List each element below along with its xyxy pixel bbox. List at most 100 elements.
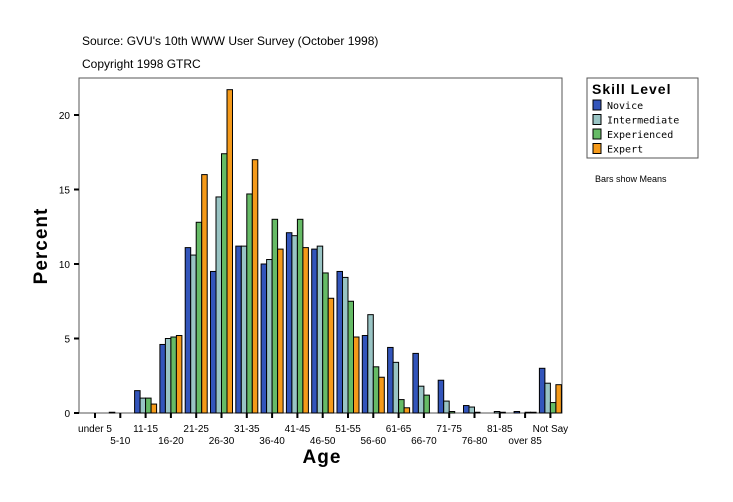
- bar-expert-Not-Say: [555, 384, 562, 414]
- x-tick-label: under 5: [78, 424, 112, 435]
- bar-expert-11-15: [150, 403, 158, 414]
- bar-expert-51-55: [353, 336, 360, 414]
- bar-novice-16-20: [159, 343, 166, 414]
- x-tick-label: 26-30: [209, 436, 235, 447]
- legend-swatch-novice: [592, 99, 602, 111]
- x-tick-label: 16-20: [158, 436, 184, 447]
- x-tick-label: over 85: [508, 436, 542, 447]
- bar-intermediate-46-50: [316, 245, 324, 414]
- bar-intermediate-76-80: [468, 406, 475, 414]
- y-tick-label: 0: [64, 409, 70, 420]
- bar-novice-31-35: [235, 245, 242, 414]
- bar-experienced-51-55: [347, 300, 354, 414]
- bar-intermediate-56-60: [367, 314, 374, 414]
- bar-novice-26-30: [210, 270, 217, 414]
- legend-label-experienced: Experienced: [607, 130, 673, 141]
- legend-label-intermediate: Intermediate: [607, 116, 679, 127]
- bar-intermediate-41-45: [291, 235, 298, 414]
- bar-experienced-36-40: [271, 218, 279, 414]
- bar-novice-76-80: [463, 405, 470, 414]
- bar-novice-51-55: [336, 270, 343, 414]
- legend-swatch-intermediate: [592, 114, 602, 125]
- x-tick-label: 11-15: [133, 424, 158, 435]
- bar-novice-61-65: [387, 346, 394, 414]
- bar-novice-56-60: [361, 335, 369, 414]
- bar-intermediate-51-55: [342, 276, 349, 414]
- bar-experienced-56-60: [372, 366, 380, 414]
- bar-expert-21-25: [201, 174, 208, 414]
- bar-intermediate-66-70: [417, 385, 425, 414]
- x-axis-title: Age: [303, 447, 342, 468]
- bar-novice-71-75: [437, 379, 445, 414]
- bar-novice-66-70: [412, 352, 419, 414]
- source-text: Source: GVU's 10th WWW User Survey (Octo…: [82, 34, 378, 48]
- bar-novice-21-25: [184, 247, 192, 414]
- bar-experienced-16-20: [170, 336, 177, 414]
- x-tick-label: 21-25: [183, 424, 209, 435]
- bar-intermediate-31-35: [240, 245, 248, 414]
- y-tick-label: 10: [59, 260, 71, 271]
- bar-experienced-over-85: [524, 411, 532, 414]
- x-tick-label: 71-75: [436, 424, 462, 435]
- bar-experienced-Not-Say: [549, 402, 557, 414]
- x-tick-label: 31-35: [234, 424, 260, 435]
- bar-experienced-61-65: [398, 399, 405, 414]
- bar-novice-46-50: [311, 248, 318, 414]
- bar-experienced-71-75: [448, 411, 456, 414]
- y-tick-label: 15: [59, 186, 71, 197]
- y-tick-label: 20: [59, 111, 71, 122]
- legend-label-novice: Novice: [607, 101, 643, 112]
- bar-expert-31-35: [251, 159, 259, 414]
- bar-novice-41-45: [285, 232, 293, 414]
- bar-intermediate-Not-Say: [544, 382, 551, 414]
- bar-experienced-81-85: [499, 411, 506, 414]
- x-tick-label: 51-55: [335, 424, 361, 435]
- bar-expert-26-30: [226, 89, 233, 414]
- bar-experienced-66-70: [423, 394, 430, 414]
- bar-novice-11-15: [134, 390, 141, 414]
- bar-experienced-41-45: [296, 218, 304, 414]
- bar-intermediate-71-75: [443, 400, 450, 414]
- x-tick-label: 76-80: [462, 436, 488, 447]
- bar-experienced-31-35: [246, 193, 253, 414]
- bar-intermediate-61-65: [392, 361, 400, 414]
- legend-label-expert: Expert: [607, 145, 643, 156]
- bar-experienced-26-30: [221, 153, 228, 414]
- bar-expert-over-85: [530, 411, 537, 414]
- legend-swatch-experienced: [592, 128, 602, 140]
- legend-title: Skill Level: [592, 81, 671, 97]
- bar-intermediate-36-40: [266, 259, 273, 414]
- bar-expert-46-50: [327, 297, 335, 414]
- bar-novice-over-85: [513, 411, 521, 414]
- x-tick-label: 41-45: [285, 424, 311, 435]
- bar-intermediate-81-85: [493, 411, 501, 414]
- bar-expert-41-45: [302, 247, 309, 414]
- bar-experienced-76-80: [474, 411, 481, 414]
- bar-experienced-11-15: [145, 397, 152, 414]
- bar-novice-36-40: [260, 263, 268, 414]
- bar-expert-36-40: [277, 248, 284, 414]
- bar-expert-61-65: [403, 407, 411, 414]
- y-tick-label: 5: [64, 335, 70, 346]
- x-tick-label: 66-70: [411, 436, 437, 447]
- x-tick-label: 56-60: [361, 436, 387, 447]
- copyright-text: Copyright 1998 GTRC: [82, 57, 201, 71]
- legend-box: [586, 77, 699, 159]
- bar-intermediate-16-20: [164, 338, 172, 414]
- x-tick-label: 81-85: [487, 424, 513, 435]
- bar-intermediate-21-25: [190, 254, 197, 414]
- bar-experienced-21-25: [195, 221, 203, 414]
- bar-intermediate-26-30: [215, 196, 222, 414]
- bar-experienced-46-50: [322, 272, 329, 414]
- x-tick-label: 46-50: [310, 436, 336, 447]
- bar-expert-16-20: [175, 335, 183, 414]
- x-tick-label: 61-65: [386, 424, 412, 435]
- note-text: Bars show Means: [595, 174, 667, 184]
- legend: Skill Level Novice Intermediate Experience…: [586, 77, 699, 159]
- bar-expert-56-60: [378, 376, 385, 414]
- bar-novice-5-10: [108, 411, 116, 414]
- x-tick-label: 5-10: [110, 436, 130, 447]
- x-tick-label: Not Say: [533, 424, 569, 435]
- y-axis-title: Percent: [31, 208, 52, 285]
